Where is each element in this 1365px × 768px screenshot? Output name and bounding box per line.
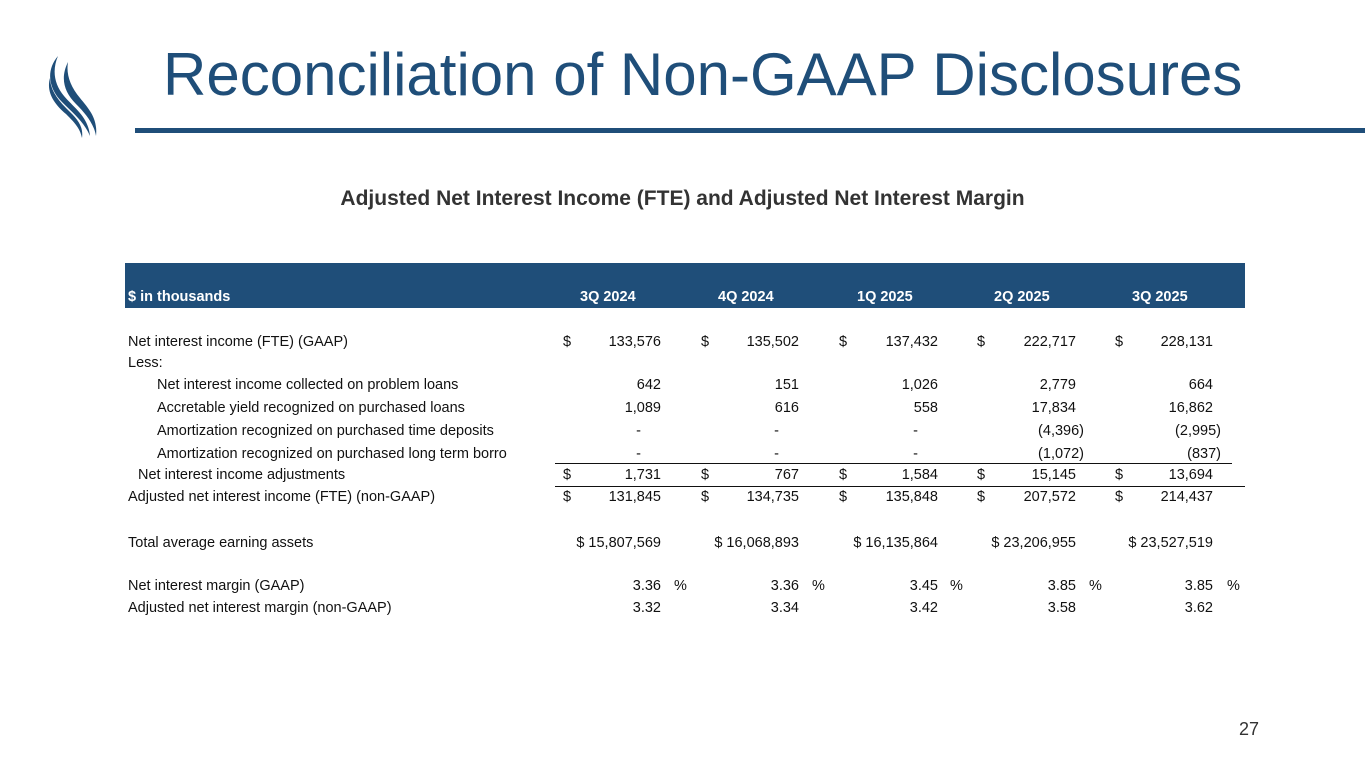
- table-cell: 214,437: [1160, 489, 1213, 505]
- table-cell: 1,026: [901, 377, 938, 393]
- table-cell: 133,576: [608, 334, 661, 350]
- table-cell: -: [913, 423, 918, 439]
- percent-sign: %: [674, 578, 687, 594]
- header-period-4q2024: 4Q 2024: [718, 289, 774, 305]
- row-label: Adjusted net interest income (FTE) (non-…: [128, 489, 436, 505]
- table-cell: 13,694: [1168, 467, 1213, 483]
- currency-symbol: $: [701, 467, 710, 483]
- table-cell: 134,735: [746, 489, 799, 505]
- table-cell: 222,717: [1023, 334, 1076, 350]
- table-cell: 616: [774, 400, 799, 416]
- percent-sign: %: [812, 578, 825, 594]
- table-cell: $ 16,135,864: [853, 535, 938, 551]
- table-cell: -: [774, 423, 779, 439]
- row-label: Amortization recognized on purchased tim…: [157, 423, 494, 439]
- table-subtitle: Adjusted Net Interest Income (FTE) and A…: [340, 187, 1025, 210]
- table-cell: 3.32: [632, 600, 661, 616]
- table-cell: (4,396): [1038, 423, 1084, 439]
- table-cell: 131,845: [608, 489, 661, 505]
- currency-symbol: $: [839, 334, 848, 350]
- currency-symbol: $: [1115, 467, 1124, 483]
- currency-symbol: $: [977, 467, 986, 483]
- row-label: Adjusted net interest margin (non-GAAP): [128, 600, 392, 616]
- table-header-bar: $ in thousands 3Q 2024 4Q 2024 1Q 2025 2…: [125, 263, 1245, 308]
- table-cell: (2,995): [1175, 423, 1221, 439]
- row-label: Total average earning assets: [128, 535, 314, 551]
- subtotal-divider: [555, 463, 1232, 464]
- table-cell: -: [774, 446, 779, 462]
- table-cell: 1,584: [901, 467, 938, 483]
- table-cell: -: [636, 423, 641, 439]
- percent-sign: %: [1227, 578, 1240, 594]
- table-cell: 207,572: [1023, 489, 1076, 505]
- table-cell: 3.45: [909, 578, 938, 594]
- table-cell: 3.62: [1184, 600, 1213, 616]
- table-cell: 137,432: [885, 334, 938, 350]
- table-cell: 151: [774, 377, 799, 393]
- row-label: Accretable yield recognized on purchased…: [157, 400, 465, 416]
- table-cell: 642: [636, 377, 661, 393]
- currency-symbol: $: [839, 467, 848, 483]
- row-label: Net interest income adjustments: [138, 467, 346, 483]
- table-cell: $ 15,807,569: [576, 535, 661, 551]
- table-cell: 3.36: [632, 578, 661, 594]
- page-title: Reconciliation of Non-GAAP Disclosures: [163, 41, 1243, 108]
- table-cell: 15,145: [1031, 467, 1076, 483]
- table-cell: 3.58: [1047, 600, 1076, 616]
- table-cell: (837): [1187, 446, 1221, 462]
- header-period-1q2025: 1Q 2025: [857, 289, 913, 305]
- table-cell: -: [913, 446, 918, 462]
- table-cell: $ 23,527,519: [1128, 535, 1213, 551]
- table-cell: (1,072): [1038, 446, 1084, 462]
- table-cell: 3.85: [1184, 578, 1213, 594]
- row-label: Net interest income collected on problem…: [157, 377, 459, 393]
- table-cell: 228,131: [1160, 334, 1213, 350]
- table-cell: 558: [913, 400, 938, 416]
- currency-symbol: $: [839, 489, 848, 505]
- table-cell: 767: [774, 467, 799, 483]
- table-cell: 17,834: [1031, 400, 1076, 416]
- percent-sign: %: [950, 578, 963, 594]
- row-label: Net interest income (FTE) (GAAP): [128, 334, 348, 350]
- table-cell: 2,779: [1039, 377, 1076, 393]
- header-units-label: $ in thousands: [128, 289, 231, 305]
- currency-symbol: $: [701, 334, 710, 350]
- company-logo-icon: [48, 56, 97, 138]
- title-divider: [135, 128, 1365, 133]
- table-cell: 1,731: [624, 467, 661, 483]
- table-cell: 135,502: [746, 334, 799, 350]
- row-label: Less:: [128, 355, 163, 371]
- row-label: Net interest margin (GAAP): [128, 578, 305, 594]
- table-cell: 3.36: [770, 578, 799, 594]
- header-period-3q2024: 3Q 2024: [580, 289, 636, 305]
- table-cell: -: [636, 446, 641, 462]
- currency-symbol: $: [563, 334, 572, 350]
- percent-sign: %: [1089, 578, 1102, 594]
- table-cell: $ 23,206,955: [991, 535, 1076, 551]
- currency-symbol: $: [1115, 489, 1124, 505]
- row-label: Amortization recognized on purchased lon…: [157, 446, 507, 462]
- currency-symbol: $: [701, 489, 710, 505]
- table-cell: 664: [1188, 377, 1213, 393]
- table-cell: 3.42: [909, 600, 938, 616]
- currency-symbol: $: [563, 467, 572, 483]
- table-cell: 16,862: [1168, 400, 1213, 416]
- table-cell: 135,848: [885, 489, 938, 505]
- header-period-2q2025: 2Q 2025: [994, 289, 1050, 305]
- table-cell: 3.34: [770, 600, 799, 616]
- total-divider: [555, 486, 1245, 487]
- table-cell: 1,089: [624, 400, 661, 416]
- table-cell: $ 16,068,893: [714, 535, 799, 551]
- currency-symbol: $: [977, 334, 986, 350]
- table-cell: 3.85: [1047, 578, 1076, 594]
- page-number: 27: [1239, 719, 1260, 739]
- header-period-3q2025: 3Q 2025: [1132, 289, 1188, 305]
- currency-symbol: $: [563, 489, 572, 505]
- currency-symbol: $: [1115, 334, 1124, 350]
- currency-symbol: $: [977, 489, 986, 505]
